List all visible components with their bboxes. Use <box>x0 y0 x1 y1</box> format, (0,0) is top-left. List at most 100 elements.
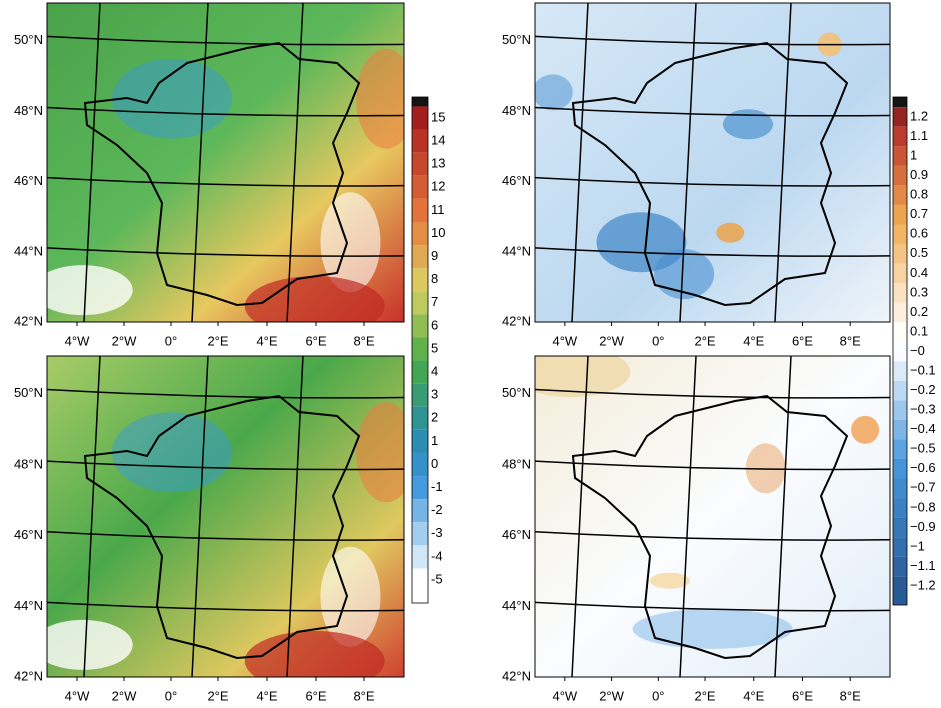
lon-label: 2°W <box>112 333 137 348</box>
field-blob <box>356 48 404 149</box>
coastline <box>571 41 849 307</box>
lat-label: 46°N <box>14 173 43 188</box>
colorbar-label: −0.4 <box>910 421 936 436</box>
graticule <box>535 388 890 399</box>
colorbar-label: -2 <box>431 502 443 517</box>
colorbar-label: 6 <box>431 317 438 332</box>
graticule <box>571 3 589 322</box>
colorbar-label: −1 <box>910 538 925 553</box>
lon-label: 0° <box>165 688 177 703</box>
lon-label: 4°W <box>552 688 577 703</box>
colorbar-segment <box>893 146 907 166</box>
colorbar-label: −1.2 <box>910 577 936 592</box>
colorbar-segment <box>893 498 907 518</box>
lat-label: 48°N <box>14 103 43 118</box>
lon-label: 2°E <box>694 333 715 348</box>
colorbar-segment <box>412 360 428 384</box>
lon-label: 2°W <box>599 688 624 703</box>
colorbar-segment <box>412 337 428 361</box>
graticule <box>47 35 404 46</box>
field-blob <box>716 222 745 243</box>
lat-label: 46°N <box>502 173 531 188</box>
colorbar-label: 0.6 <box>910 226 928 241</box>
colorbar-label: 1.2 <box>910 108 928 123</box>
colorbar-segment <box>893 107 907 127</box>
lon-label: 8°E <box>840 688 861 703</box>
colorbar-label: −0.2 <box>910 382 936 397</box>
lon-label: 2°E <box>207 688 228 703</box>
colorbar-label: -1 <box>431 479 443 494</box>
graticule <box>535 531 890 541</box>
colorbar-label: 4 <box>431 364 438 379</box>
lon-label: 0° <box>165 333 177 348</box>
colorbar-segment <box>893 263 907 284</box>
colorbar-segment <box>412 429 428 453</box>
colorbar-segment <box>412 383 428 407</box>
colorbar-label: 14 <box>431 133 445 148</box>
field-blob <box>244 630 385 677</box>
colorbar-label: 8 <box>431 271 438 286</box>
colorbar-segment <box>412 198 428 222</box>
colorbar-segment <box>412 175 428 199</box>
coastline <box>83 41 361 307</box>
graticule <box>286 3 304 322</box>
lon-label: 8°E <box>353 688 374 703</box>
colorbar-label: −0.6 <box>910 460 936 475</box>
colorbar-label: 1 <box>910 148 917 163</box>
field-blob <box>723 109 773 140</box>
map-panel <box>47 3 404 322</box>
colorbar-segment <box>893 283 907 303</box>
lon-label: 6°E <box>305 333 326 348</box>
lon-label: 2°W <box>112 688 137 703</box>
graticule <box>774 3 792 322</box>
graticule <box>286 356 304 677</box>
lat-label: 42°N <box>502 668 531 683</box>
field-blob <box>851 415 880 444</box>
lat-label: 44°N <box>502 243 531 258</box>
graticule <box>47 176 404 187</box>
lon-label: 2°E <box>694 688 715 703</box>
field-blob <box>535 356 631 398</box>
graticule <box>83 3 101 322</box>
colorbar-segment <box>412 268 428 292</box>
lat-label: 44°N <box>502 598 531 613</box>
colorbar-segment <box>412 545 428 569</box>
field-blob <box>535 74 573 111</box>
graticule <box>571 356 589 677</box>
frame <box>534 355 891 678</box>
field-blob <box>47 619 133 670</box>
graticule <box>535 176 890 187</box>
lat-label: 46°N <box>14 527 43 542</box>
colorbar-label: 0 <box>431 456 438 471</box>
field-blob <box>654 249 715 300</box>
graticule <box>679 3 697 322</box>
colorbar-label: −0 <box>910 343 925 358</box>
frame <box>46 2 405 323</box>
lon-label: 6°E <box>792 333 813 348</box>
colorbar-label: 13 <box>431 156 445 171</box>
colorbar-segment <box>893 478 907 499</box>
graticule <box>83 356 101 677</box>
colorbar-segment <box>893 576 907 605</box>
colorbar-label: −1.1 <box>910 558 936 573</box>
colorbar-segment <box>412 221 428 246</box>
graticule <box>535 35 890 46</box>
field-blob <box>320 192 381 293</box>
colorbar-segment <box>893 341 907 362</box>
graticule <box>47 601 404 612</box>
colorbar-label: 0.9 <box>910 167 928 182</box>
map-panel <box>47 356 404 677</box>
colorbar-segment <box>893 165 907 186</box>
field-blob <box>649 572 690 589</box>
colorbar-frame <box>411 96 429 604</box>
graticule <box>47 247 404 257</box>
colorbar-segment <box>412 452 428 477</box>
colorbar-segment <box>412 499 428 523</box>
colorbar-segment <box>893 185 907 205</box>
lat-label: 46°N <box>502 527 531 542</box>
colorbar-segment <box>893 204 907 225</box>
colorbar-label: 7 <box>431 294 438 309</box>
colorbar-segment <box>412 314 428 338</box>
colorbar-label: -3 <box>431 525 443 540</box>
lat-label: 50°N <box>502 385 531 400</box>
